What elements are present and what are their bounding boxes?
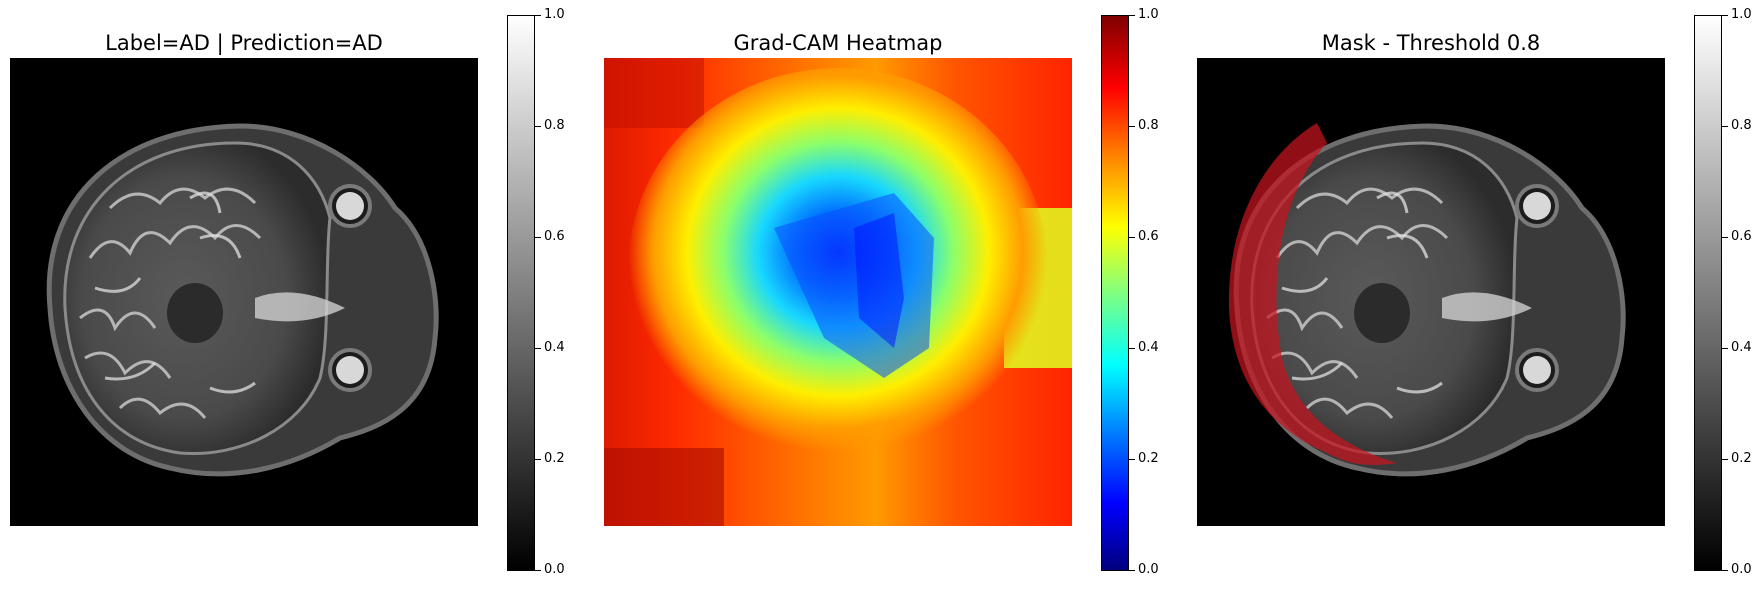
tick-label: 0.0 <box>1138 562 1159 577</box>
tick-label: 0.4 <box>1731 340 1752 355</box>
heatmap-svg <box>604 58 1072 526</box>
colorbar-3-ticks: 0.0 0.2 0.4 0.6 0.8 1.0 <box>1722 8 1761 577</box>
tick-label: 0.0 <box>544 562 565 577</box>
mri-image-original <box>10 58 478 526</box>
mri-image-mask-overlay <box>1197 58 1665 526</box>
colorbar-jet <box>1101 15 1129 571</box>
tick-label: 1.0 <box>1731 7 1752 22</box>
colorbar-gray-3 <box>1694 15 1722 571</box>
red-mask-region <box>1228 123 1397 465</box>
colorbar-2-ticks: 0.0 0.2 0.4 0.6 0.8 1.0 <box>1129 8 1189 577</box>
brain-anatomy <box>1233 123 1626 477</box>
tick-label: 0.4 <box>1138 340 1159 355</box>
tick-label: 0.6 <box>1138 229 1159 244</box>
gradcam-heatmap <box>604 58 1072 526</box>
colorbar-gray-1 <box>507 15 535 571</box>
tick-label: 1.0 <box>544 7 565 22</box>
tick-label: 0.8 <box>1731 118 1752 133</box>
tick-label: 0.6 <box>544 229 565 244</box>
tick-label: 0.8 <box>544 118 565 133</box>
tick-label: 0.2 <box>544 451 565 466</box>
tick-label: 0.6 <box>1731 229 1752 244</box>
mri-brain-svg <box>10 58 478 526</box>
brain-anatomy <box>46 123 439 477</box>
tick-label: 1.0 <box>1138 7 1159 22</box>
colorbar-1-ticks: 0.0 0.2 0.4 0.6 0.8 1.0 <box>535 8 595 577</box>
tick-label: 0.0 <box>1731 562 1752 577</box>
panel-3-title: Mask - Threshold 0.8 <box>1321 31 1541 55</box>
mask-overlay-svg <box>1197 58 1665 526</box>
panel-2-title: Grad-CAM Heatmap <box>733 31 943 55</box>
tick-label: 0.8 <box>1138 118 1159 133</box>
tick-label: 0.2 <box>1731 451 1752 466</box>
panel-1-title: Label=AD | Prediction=AD <box>105 31 383 55</box>
tick-label: 0.4 <box>544 340 565 355</box>
tick-label: 0.2 <box>1138 451 1159 466</box>
